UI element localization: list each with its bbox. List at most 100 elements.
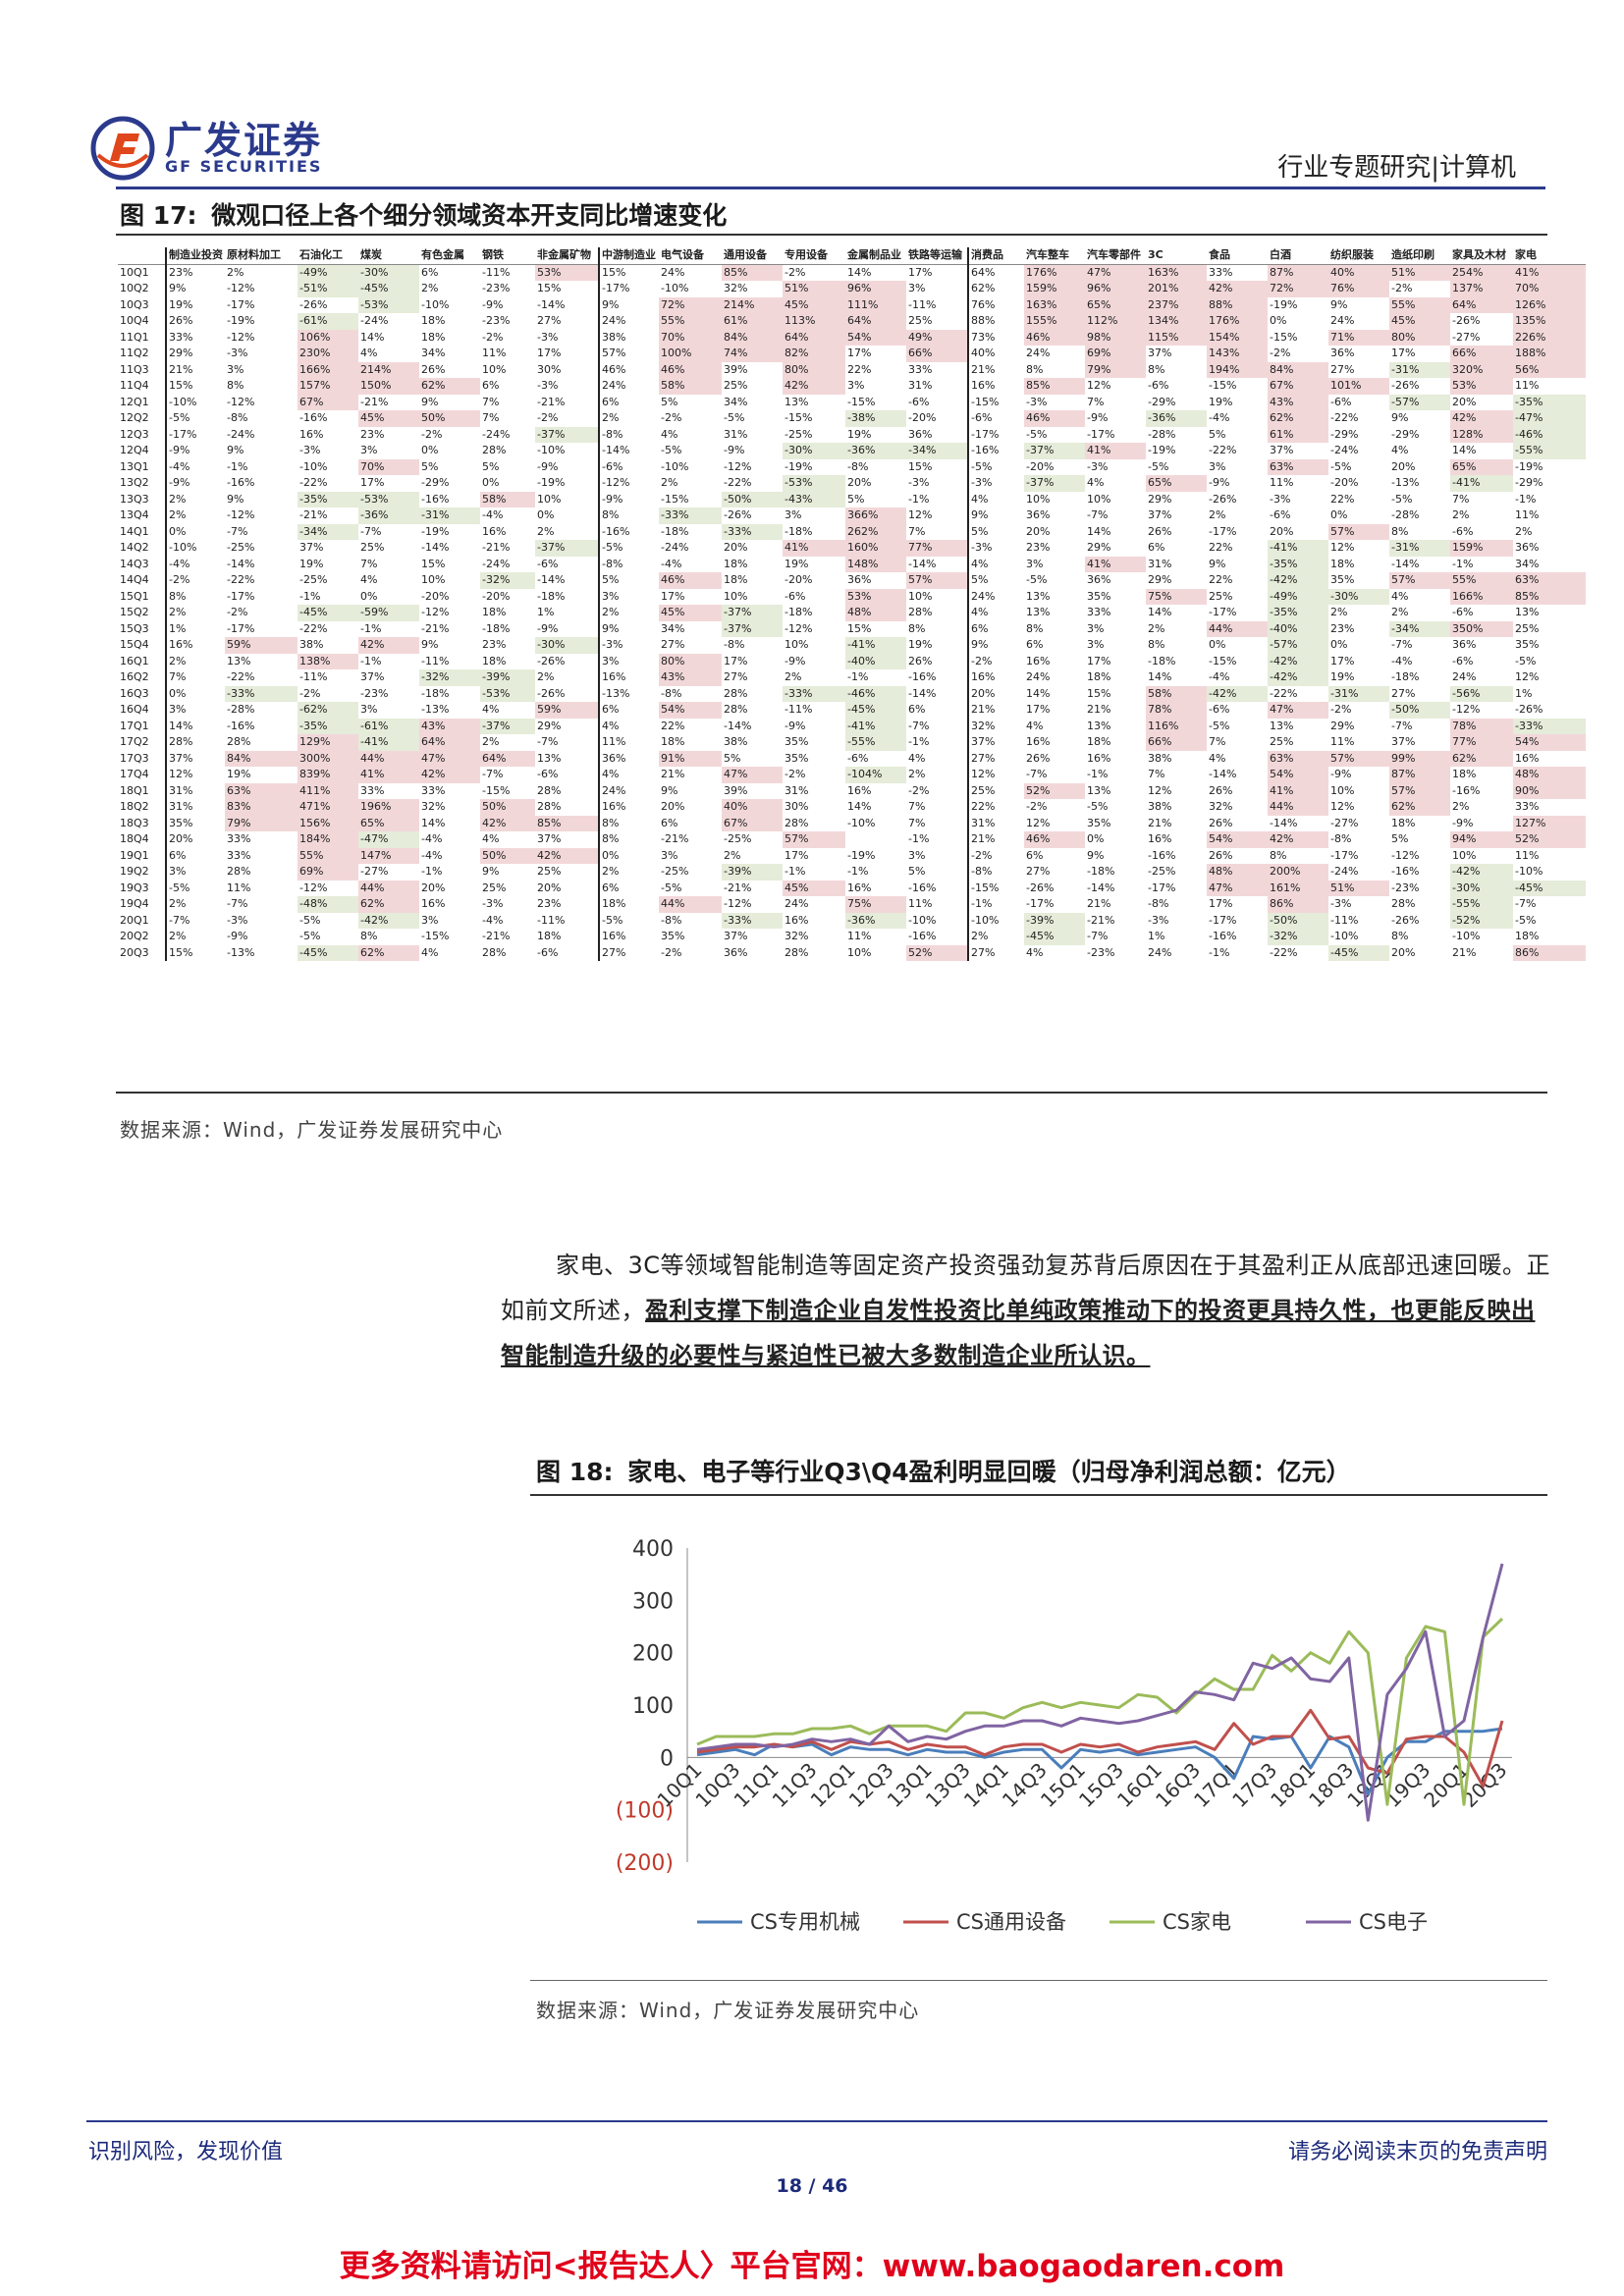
table-cell: 49% [906,329,968,346]
table-cell: 12% [1026,816,1051,829]
table-cell: -17% [227,589,255,603]
table-cell: -21% [661,832,689,845]
table-cell: -17% [598,281,659,297]
table-cell: -41% [358,734,419,751]
table-cell: 196% [358,799,419,816]
table-cell: 24% [1026,347,1051,359]
table-row: 14Q1 0% -7% -34% -7% -19% 16% 2% -16% -18% -33% -18… [118,523,1586,540]
table-cell: 10% [421,573,446,586]
table-cell: -24% [360,314,389,327]
table-cell: -28% [1391,508,1420,521]
table-cell: 4% [1087,476,1105,489]
table-cell: -26% [1026,881,1055,894]
table-cell: 2% [165,896,225,913]
table-cell: -8% [967,864,1024,881]
table-cell: 25% [724,379,748,392]
table-row-label: 13Q2 [120,476,149,489]
table-cell: -7% [482,768,504,780]
table-cell: 20% [1452,395,1477,408]
table-cell: 11% [1515,379,1540,392]
table-cell: -3% [299,444,321,456]
table-row-label: 13Q4 [120,508,149,521]
table-cell: -55% [1450,896,1513,913]
table-cell: -16% [421,492,450,506]
table-cell: 29% [1330,719,1355,732]
table-cell: 16% [598,799,659,816]
table-cell: 4% [908,751,926,765]
table-cell: 33% [1087,606,1111,618]
figure-17-number: 图 17: [120,201,197,230]
table-cell: -17% [227,621,255,635]
table-cell: 2% [908,768,926,780]
table-cell: 32% [785,930,809,942]
table-row-label: 14Q2 [120,541,149,554]
table-row: 17Q1 14% -16% -35% -61% 43% -37% 29% 4% 22% -14% -9… [118,718,1586,734]
table-cell: -11% [299,670,328,683]
table-cell: 84% [722,329,783,346]
table-cell: 94% [1450,831,1513,848]
table-cell: 24% [967,588,1024,605]
table-cell: 21% [661,768,685,780]
table-cell: -15% [421,930,450,942]
table-cell: 20% [1270,524,1294,538]
table-cell: 6% [598,880,659,896]
table-cell: -25% [724,832,752,845]
table-cell: 62% [1389,799,1450,816]
table-cell: -33% [783,685,845,702]
table-cell: -16% [598,523,659,540]
table-cell: -20% [1330,476,1359,489]
table-row: 12Q4 -9% 9% -3% 3% 0% 28% -10% -14% -5% -9% -30% -36… [118,443,1586,459]
table-cell: -15% [482,783,511,797]
table-row: 13Q1 -4% -1% -10% 70% 5% 5% -9% -6% -10% -12% -19% -… [118,458,1586,475]
table-cell: 3% [908,282,926,294]
table-cell: 26% [908,654,933,667]
table-cell: 7% [908,524,926,538]
table-cell: -19% [537,476,566,489]
table-cell: -7% [1391,719,1413,732]
series-line-3 [696,1563,1504,1822]
table-cell: 28% [537,800,562,813]
table-cell: -45% [298,605,358,621]
table-row-label: 10Q3 [120,297,149,311]
table-cell: -39% [722,864,783,881]
gf-logo-icon [90,116,155,181]
table-cell: 64% [1450,296,1513,313]
table-cell: -27% [1452,330,1481,344]
table-cell: 27% [537,314,562,327]
table-cell: 50% [480,847,535,864]
table-cell: 20% [847,476,872,489]
table-header-cell: 通用设备 [722,247,783,265]
table-cell: 50% [419,410,480,427]
table-cell: 62% [967,281,1024,297]
table-row-label: 17Q1 [120,719,149,732]
promo-banner[interactable]: 更多资料请访问<报告达人〉平台官网：www.baogaodaren.com [339,2249,1285,2284]
table-cell: 33% [227,832,251,845]
table-cell: 0% [1209,638,1226,651]
table-cell: 67% [722,815,783,831]
table-cell: 8% [1026,362,1044,376]
table-cell: -33% [1513,718,1586,734]
table-cell: 13% [227,654,251,667]
table-cell: 7% [482,411,500,424]
table-cell: -26% [1391,913,1420,927]
table-cell: -37% [480,718,535,734]
table-cell: 69% [298,864,358,881]
table-cell: 66% [1450,346,1513,362]
table-row-label: 12Q1 [120,395,149,408]
table-cell: 7% [1452,492,1470,506]
table-cell: 11% [482,347,507,359]
table-cell: -56% [1450,685,1513,702]
table-cell: -3% [967,540,1024,557]
footer-disclaimer-link[interactable]: 请务必阅读末页的免责声明 [1287,2140,1547,2164]
table-cell: 16% [165,637,225,654]
table-cell: 50% [480,799,535,816]
table-cell: -14% [1087,881,1115,894]
table-cell: 115% [1146,329,1207,346]
table-cell: -2% [1270,347,1291,359]
table-row: 15Q1 8% -17% -1% 0% -20% -20% -18% 3% 17% 10% -6% 53… [118,588,1586,605]
table-cell: 27% [967,750,1024,767]
table-cell: 7% [1148,768,1165,780]
table-row-label: 14Q3 [120,557,149,570]
table-cell: 25% [908,314,933,327]
table-cell: -30% [1328,588,1389,605]
